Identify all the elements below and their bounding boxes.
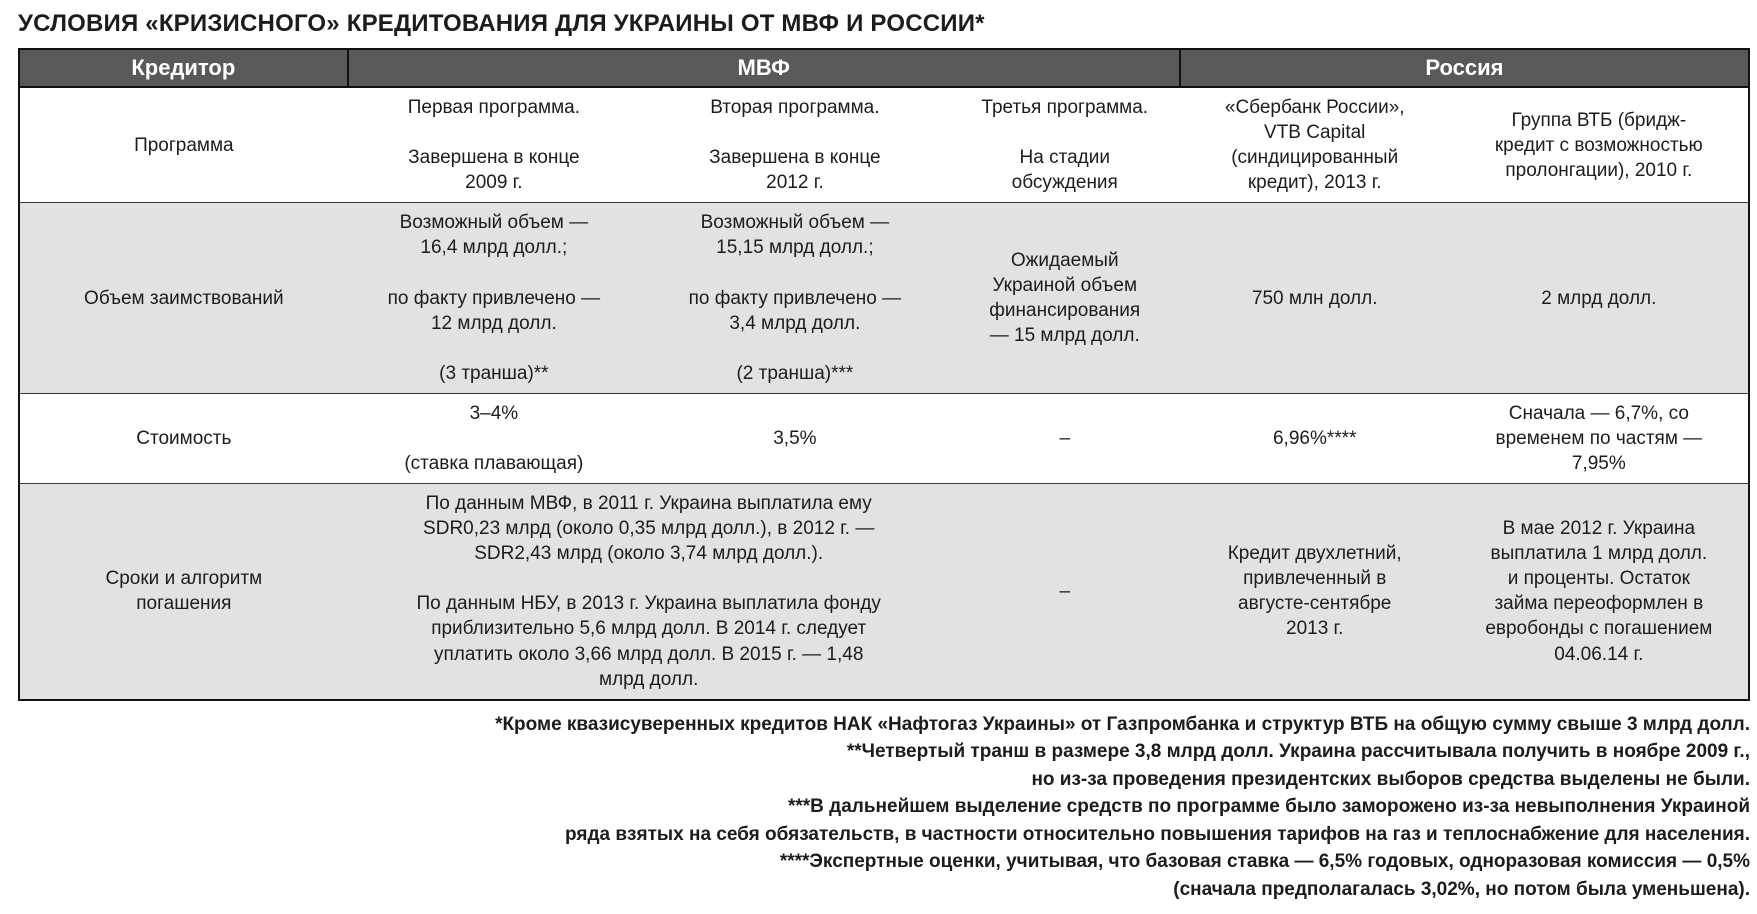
cell-cost-imf1: 3–4% (ставка плавающая) — [347, 392, 641, 484]
cell-repayment-ru2: В мае 2012 г. Украина выплатила 1 млрд д… — [1449, 483, 1749, 700]
cell-volume-imf1: Возможный объем — 16,4 млрд долл.; по фа… — [347, 202, 641, 394]
table-row-repayment: Сроки и алгоритм погашения По данным МВФ… — [19, 483, 1749, 700]
cell-repayment-label: Сроки и алгоритм погашения — [19, 483, 348, 700]
header-cell-russia: Россия — [1178, 48, 1751, 88]
cell-volume-imf3: Ожидаемый Украиной объем финансирования … — [949, 202, 1180, 394]
footnote-3: ***В дальнейшем выделение средств по про… — [565, 796, 1750, 845]
cell-repayment-imf3: – — [949, 483, 1180, 700]
cell-cost-ru2: Сначала — 6,7%, со временем по частям — … — [1449, 392, 1749, 484]
table-row-program: Программа Первая программа. Завершена в … — [19, 86, 1749, 203]
cell-repayment-imf12: По данным МВФ, в 2011 г. Украина выплати… — [347, 483, 950, 700]
credit-conditions-table: Кредитор МВФ Россия Программа Первая про… — [18, 48, 1751, 701]
table-header: Кредитор МВФ Россия — [18, 48, 1751, 88]
cell-cost-imf3: – — [949, 392, 1180, 484]
table-row-volume: Объем заимствований Возможный объем — 16… — [19, 202, 1749, 394]
cell-program-imf3: Третья программа. На стадии обсуждения — [949, 86, 1180, 203]
cell-repayment-ru1: Кредит двухлетний, привлеченный в август… — [1179, 483, 1450, 700]
header-cell-creditor: Кредитор — [18, 48, 349, 88]
footnote-2: **Четвертый транш в размере 3,8 млрд дол… — [846, 741, 1750, 790]
cell-volume-ru2: 2 млрд долл. — [1449, 202, 1749, 394]
footnote-1: *Кроме квазисуверенных кредитов НАК «Наф… — [495, 713, 1750, 735]
cell-volume-label: Объем заимствований — [19, 202, 348, 394]
cell-volume-ru1: 750 млн долл. — [1179, 202, 1450, 394]
cell-program-imf2: Вторая программа. Завершена в конце 2012… — [640, 86, 950, 203]
footnotes: *Кроме квазисуверенных кредитов НАК «Наф… — [18, 711, 1750, 904]
table-row-cost: Стоимость 3–4% (ставка плавающая) 3,5% –… — [19, 392, 1749, 484]
cell-cost-imf2: 3,5% — [640, 392, 950, 484]
cell-volume-imf2: Возможный объем — 15,15 млрд долл.; по ф… — [640, 202, 950, 394]
header-cell-imf: МВФ — [346, 48, 1181, 88]
cell-program-imf1: Первая программа. Завершена в конце 2009… — [347, 86, 641, 203]
cell-cost-ru1: 6,96%**** — [1179, 392, 1450, 484]
cell-program-label: Программа — [19, 86, 348, 203]
header-row: Кредитор МВФ Россия — [18, 48, 1751, 88]
page-title: УСЛОВИЯ «КРИЗИСНОГО» КРЕДИТОВАНИЯ ДЛЯ УК… — [18, 10, 985, 37]
cell-cost-label: Стоимость — [19, 392, 348, 484]
cell-program-ru2: Группа ВТБ (бридж- кредит с возможностью… — [1449, 86, 1749, 203]
table-body: Программа Первая программа. Завершена в … — [19, 86, 1749, 700]
cell-program-ru1: «Сбербанк России», VTB Capital (синдицир… — [1179, 86, 1450, 203]
footnote-4: ****Экспертные оценки, учитывая, что баз… — [779, 851, 1750, 900]
